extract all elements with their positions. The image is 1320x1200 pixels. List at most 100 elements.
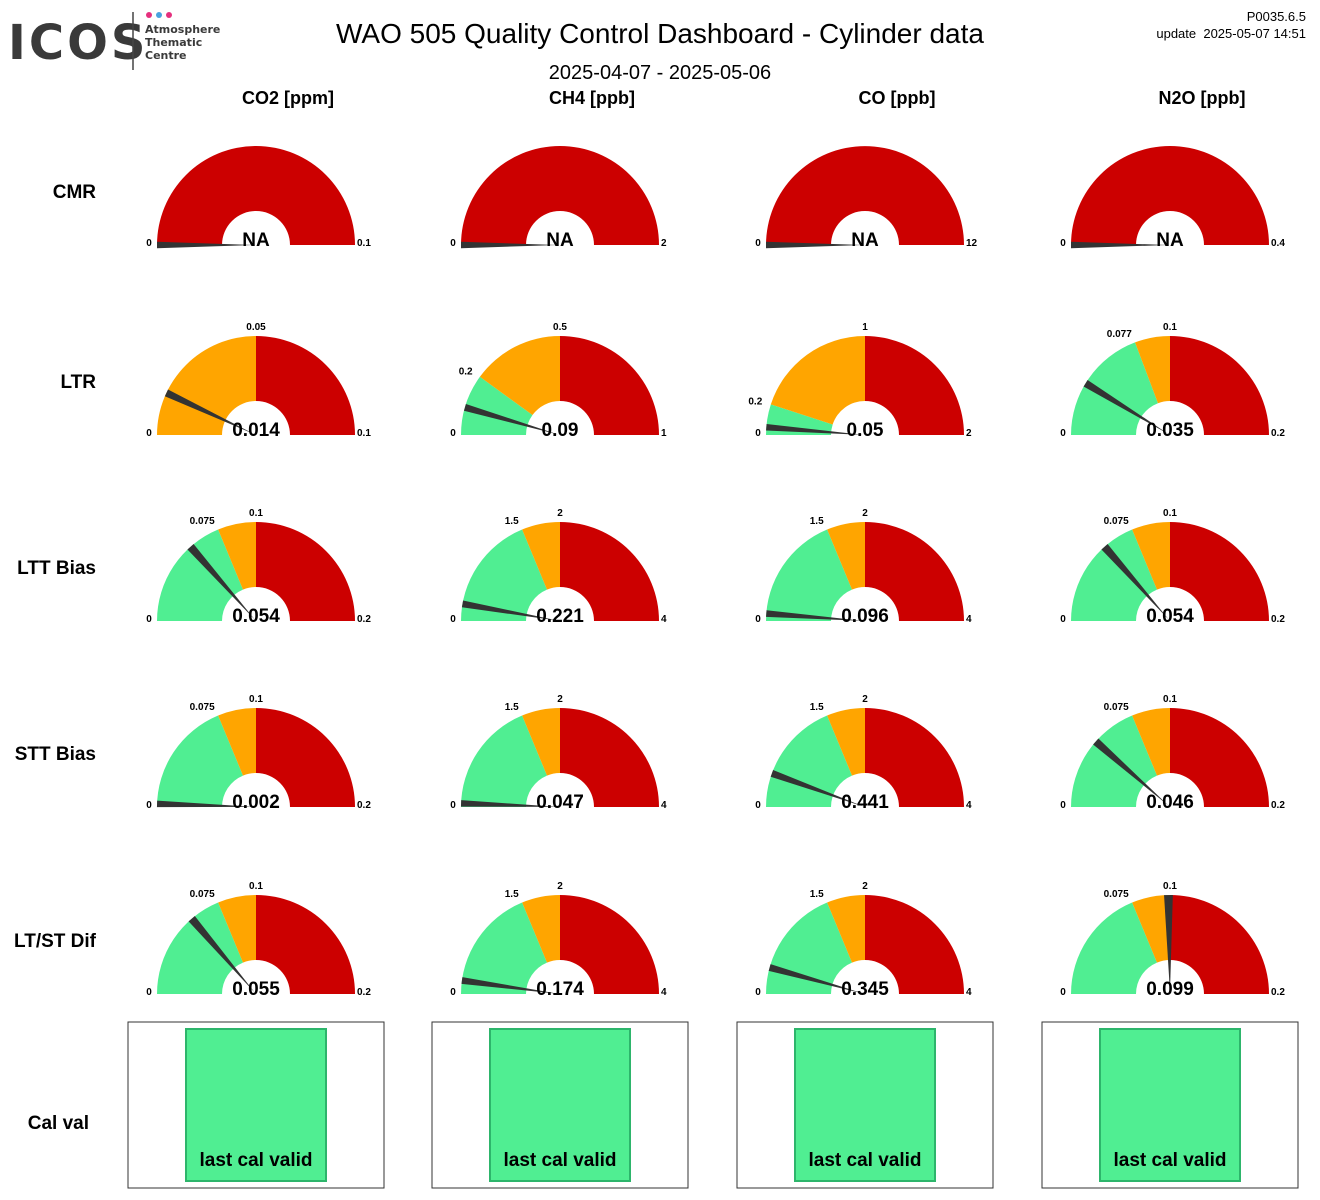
gauge-threshold-label: 0.075 — [190, 889, 215, 900]
logo-dot-2 — [156, 12, 162, 18]
gauge-band-green — [1071, 342, 1158, 435]
row-header: LT/ST Dif — [14, 931, 97, 952]
gauge-band-red — [560, 895, 659, 994]
gauge-max-label: 2 — [661, 238, 667, 249]
gauge-threshold-label: 0.075 — [1104, 516, 1129, 527]
cal-val-panel: last cal valid — [1041, 1021, 1299, 1189]
gauge: 0 4 1.5 2 0.047 — [450, 694, 667, 813]
gauge-value: NA — [851, 230, 879, 251]
gauge-min-label: 0 — [146, 987, 152, 998]
column-header: CH4 [ppb] — [549, 88, 635, 108]
gauge-value: NA — [242, 230, 270, 251]
date-range: 2025-04-07 - 2025-05-06 — [548, 62, 772, 84]
cal-val-label: last cal valid — [503, 1150, 616, 1171]
gauge-min-label: 0 — [146, 614, 152, 625]
gauge-value: 0.054 — [1146, 606, 1194, 627]
gauge-min-label: 0 — [1060, 428, 1066, 439]
gauge-threshold-label: 0.1 — [249, 694, 263, 705]
gauge: 0 4 1.5 2 0.174 — [450, 881, 667, 1000]
gauge-band-orange — [218, 708, 256, 776]
gauge-max-label: 0.2 — [1271, 987, 1285, 998]
gauge-threshold-label: 1.5 — [505, 516, 519, 527]
gauge-needle — [1101, 544, 1169, 620]
gauge-value: 0.05 — [847, 420, 884, 441]
gauge-threshold-label: 1.5 — [810, 702, 824, 713]
gauge-band-green — [461, 902, 547, 994]
cal-val-indicator — [489, 1028, 631, 1182]
gauge-band-red — [560, 522, 659, 621]
gauge-threshold-label: 2 — [862, 508, 868, 519]
gauge-needle — [768, 964, 864, 994]
cal-val-panel: last cal valid — [127, 1021, 385, 1189]
gauge-max-label: 4 — [661, 614, 667, 625]
gauge-max-label: 4 — [966, 800, 972, 811]
gauge-max-label: 4 — [661, 987, 667, 998]
gauge-band-red — [865, 522, 964, 621]
gauge-value: 0.047 — [536, 792, 584, 813]
gauge-needle — [1093, 738, 1169, 806]
logo-line-2: Thematic — [145, 36, 202, 49]
gauge-band-green — [157, 529, 243, 621]
gauge-value: 0.099 — [1146, 979, 1194, 1000]
gauge-band-orange — [522, 708, 560, 776]
gauge-band-orange — [1132, 895, 1170, 963]
gauge-needle — [187, 544, 255, 620]
gauge-max-label: 0.1 — [357, 428, 371, 439]
gauge-band-red — [560, 708, 659, 807]
gauge-band-green — [1071, 529, 1157, 621]
logo-dot-3 — [166, 12, 172, 18]
gauge-max-label: 0.2 — [1271, 428, 1285, 439]
gauge-value: 0.055 — [232, 979, 280, 1000]
column-header: N2O [ppb] — [1159, 88, 1246, 108]
gauge-threshold-label: 2 — [862, 694, 868, 705]
gauge: 0 2 0.2 1 0.05 — [748, 322, 972, 441]
gauge-band-orange — [218, 895, 256, 963]
gauge-band-orange — [827, 708, 865, 776]
gauge-max-label: 4 — [661, 800, 667, 811]
gauge-value: 0.221 — [536, 606, 584, 627]
gauge-min-label: 0 — [146, 238, 152, 249]
gauge-max-label: 0.2 — [1271, 800, 1285, 811]
gauge-band-orange — [827, 895, 865, 963]
cal-val-panel: last cal valid — [736, 1021, 994, 1189]
gauge-band-red — [256, 895, 355, 994]
gauge-needle — [460, 800, 559, 807]
gauge-max-label: 12 — [966, 238, 978, 249]
gauge-needle — [157, 241, 254, 249]
cal-val-label: last cal valid — [199, 1150, 312, 1171]
gauge-threshold-label: 0.075 — [190, 516, 215, 527]
gauge-threshold-label: 1.5 — [810, 889, 824, 900]
gauge-value: 0.09 — [542, 420, 579, 441]
gauge-band-red — [256, 708, 355, 807]
gauge-needle — [1164, 894, 1173, 993]
gauge-max-label: 0.2 — [357, 987, 371, 998]
gauge-needle — [766, 610, 864, 621]
gauge-min-label: 0 — [450, 238, 456, 249]
cal-val-indicator — [1099, 1028, 1241, 1182]
gauge-band-orange — [157, 336, 256, 435]
gauge-min-label: 0 — [1060, 614, 1066, 625]
gauge-value: 0.345 — [841, 979, 889, 1000]
gauge: 0 0.2 0.075 0.1 0.054 — [1060, 508, 1285, 627]
gauge-band-red — [256, 336, 355, 435]
gauge-band-green — [461, 529, 547, 621]
gauge-band-orange — [1132, 708, 1170, 776]
gauge-min-label: 0 — [450, 428, 456, 439]
gauge-needle — [770, 769, 864, 807]
icos-logo: ICOS Atmosphere Thematic Centre — [8, 12, 220, 71]
gauge-band-red — [865, 895, 964, 994]
gauge-max-label: 2 — [966, 428, 972, 439]
cal-val-indicator — [185, 1028, 327, 1182]
logo-dot-1 — [146, 12, 152, 18]
gauge-needle — [463, 403, 559, 435]
gauge-value: 0.035 — [1146, 420, 1194, 441]
gauge-value: 0.002 — [232, 792, 280, 813]
version-label: P0035.6.5 — [1246, 9, 1306, 24]
gauge-band-red — [1170, 522, 1269, 621]
gauge-threshold-label: 0.1 — [1163, 694, 1177, 705]
gauge-threshold-label: 1.5 — [505, 889, 519, 900]
gauge-max-label: 4 — [966, 987, 972, 998]
gauge-band-red — [865, 708, 964, 807]
gauge-value: 0.054 — [232, 606, 280, 627]
